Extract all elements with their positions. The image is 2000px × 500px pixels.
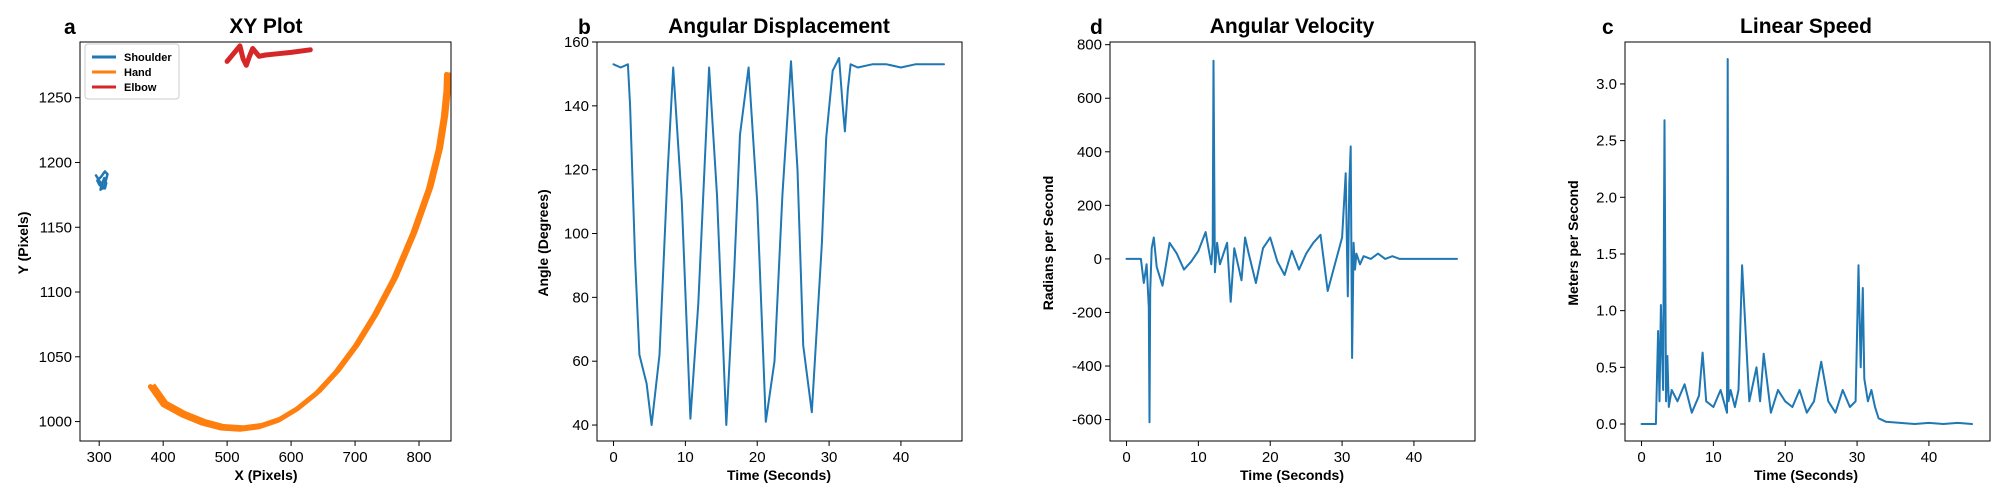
y-tick-label: 200 [1077, 197, 1102, 214]
x-tick-label: 40 [1921, 449, 1938, 466]
panel-a: a XY Plot X (Pixels) Y (Pixels) 300 400 50… [15, 15, 452, 483]
x-tick-label: 0 [1637, 449, 1645, 466]
chart-title-c: Linear Speed [1740, 15, 1872, 38]
x-tick-label: 20 [749, 449, 766, 466]
y-tick-label: 1250 [39, 90, 72, 107]
series-line-hand-band [151, 72, 452, 430]
series-line-main [1640, 58, 1973, 425]
legend-a: Shoulder Hand Elbow [84, 43, 180, 100]
legend-label-elbow: Elbow [124, 82, 157, 94]
x-tick-label: 20 [1262, 449, 1279, 466]
x-tick-label: 0 [609, 449, 617, 466]
y-tick-label: 80 [572, 289, 589, 306]
y-tick-label: 800 [1077, 37, 1102, 54]
x-axis-label-c: Time (Seconds) [1754, 467, 1858, 483]
x-tick-label: 40 [893, 449, 910, 466]
axes-frame [1109, 41, 1476, 442]
series-line-main [1125, 59, 1458, 424]
series-line-elbow [224, 43, 313, 68]
y-tick-label: -400 [1072, 358, 1102, 375]
panel-letter-b: b [578, 16, 591, 39]
x-axis-label-b: Time (Seconds) [727, 467, 831, 483]
y-tick-label: 0.0 [1596, 416, 1617, 433]
legend-label-hand: Hand [124, 67, 152, 79]
x-tick-label: 30 [1849, 449, 1866, 466]
y-axis-label-a: Y (Pixels) [15, 212, 31, 275]
y-tick-label: 1100 [40, 284, 72, 301]
y-tick-label: 140 [564, 98, 589, 115]
y-tick-label: 3.0 [1596, 76, 1617, 93]
x-tick-label: 600 [279, 449, 304, 466]
x-tick-label: 300 [87, 449, 112, 466]
x-tick-label: 700 [343, 449, 368, 466]
y-tick-label: 2.0 [1596, 189, 1617, 206]
panel-letter-d: d [1090, 16, 1103, 39]
y-tick-label: 1.0 [1596, 303, 1617, 320]
axes-frame [1624, 41, 1991, 442]
y-tick-label: 600 [1077, 90, 1102, 107]
y-tick-label: 100 [564, 226, 589, 243]
x-tick-label: 30 [821, 449, 838, 466]
legend-label-shoulder: Shoulder [124, 52, 172, 64]
axes-frame [79, 41, 452, 442]
x-tick-label: 10 [677, 449, 694, 466]
plot-area-d: 0 10 20 30 40 -600 -400 -200 0 200 400 600 800 [1072, 37, 1476, 466]
y-tick-label: 1000 [39, 414, 72, 431]
y-tick-label: -200 [1072, 304, 1102, 321]
y-axis-label-d: Radians per Second [1040, 176, 1056, 311]
panel-d: d Angular Velocity Time (Seconds) Radian… [1040, 15, 1476, 483]
x-tick-label: 40 [1406, 449, 1423, 466]
y-tick-label: 120 [564, 162, 589, 179]
y-tick-label: 1050 [39, 349, 72, 366]
x-axis-label-d: Time (Seconds) [1240, 467, 1344, 483]
axes-frame [596, 41, 963, 442]
plot-area-a: 300 400 500 600 700 800 1000 1050 1100 1150 1200 12… [39, 41, 452, 466]
chart-title-a: XY Plot [229, 15, 302, 38]
plot-area-c: 0 10 20 30 40 0.0 0.5 1.0 1.5 2.0 2.5 3.0 [1596, 41, 1991, 466]
panel-letter-a: a [64, 16, 76, 39]
y-tick-label: 0.5 [1596, 359, 1617, 376]
y-tick-label: 1150 [40, 219, 72, 236]
x-axis-label-a: X (Pixels) [234, 467, 297, 483]
y-tick-label: 160 [564, 34, 589, 51]
chart-title-b: Angular Displacement [668, 15, 890, 38]
plot-area-b: 0 10 20 30 40 40 60 80 100 120 140 160 [564, 34, 963, 466]
series-line-hand [147, 71, 449, 432]
y-tick-label: 60 [572, 353, 589, 370]
y-tick-label: 1.5 [1596, 246, 1617, 263]
series-line-main [612, 57, 945, 426]
x-tick-label: 10 [1190, 449, 1207, 466]
x-tick-label: 400 [151, 449, 176, 466]
x-tick-label: 10 [1705, 449, 1722, 466]
series-line-shoulder [94, 170, 109, 191]
panel-c: c Linear Speed Time (Seconds) Meters per… [1565, 15, 1991, 483]
y-axis-label-b: Angle (Degrees) [535, 189, 551, 296]
y-axis-label-c: Meters per Second [1565, 180, 1581, 305]
y-tick-label: -600 [1072, 412, 1102, 429]
y-tick-label: 0 [1094, 251, 1102, 268]
y-tick-label: 40 [572, 417, 589, 434]
y-tick-label: 1200 [39, 154, 72, 171]
x-tick-label: 500 [215, 449, 240, 466]
x-tick-label: 30 [1334, 449, 1351, 466]
x-tick-label: 20 [1777, 449, 1794, 466]
chart-title-d: Angular Velocity [1210, 15, 1375, 38]
y-tick-label: 2.5 [1596, 133, 1617, 150]
x-tick-label: 800 [407, 449, 432, 466]
panel-b: b Angular Displacement Time (Seconds) An… [535, 15, 963, 483]
y-tick-label: 400 [1077, 144, 1102, 161]
x-tick-label: 0 [1122, 449, 1130, 466]
panel-letter-c: c [1602, 16, 1614, 39]
